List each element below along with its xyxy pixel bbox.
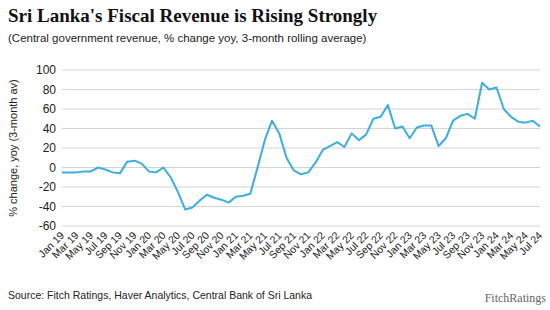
y-tick-label: 40: [43, 122, 57, 136]
grid-line: [62, 89, 540, 90]
y-tick-label: -60: [39, 219, 57, 233]
y-tick-label: 100: [36, 63, 56, 77]
y-tick-label: 80: [43, 83, 57, 97]
grid-line: [62, 206, 540, 207]
chart: Sri Lanka's Fiscal Revenue is Rising Str…: [0, 0, 550, 310]
grid-line: [62, 167, 540, 168]
grid-line: [62, 70, 540, 71]
grid-line: [62, 148, 540, 149]
y-tick-label: -20: [39, 180, 57, 194]
grid-line: [62, 187, 540, 188]
plot-area: [62, 83, 540, 210]
y-axis-label: % change, yoy (3-month av): [7, 79, 19, 217]
line: [62, 83, 540, 210]
y-tick-label: 0: [49, 161, 56, 175]
grid-line: [62, 109, 540, 110]
grid-line: [62, 226, 540, 227]
logo: FitchRatings: [485, 291, 547, 305]
source: Source: Fitch Ratings, Haver Analytics, …: [8, 289, 312, 301]
x-tick-label: Jul 24: [516, 229, 544, 257]
y-tick-label: 20: [43, 141, 57, 155]
subtitle: (Central government revenue, % change yo…: [8, 32, 367, 44]
y-tick-label: -40: [39, 200, 57, 214]
y-tick-label: 60: [43, 102, 57, 116]
title: Sri Lanka's Fiscal Revenue is Rising Str…: [8, 5, 378, 26]
grid-line: [62, 128, 540, 129]
